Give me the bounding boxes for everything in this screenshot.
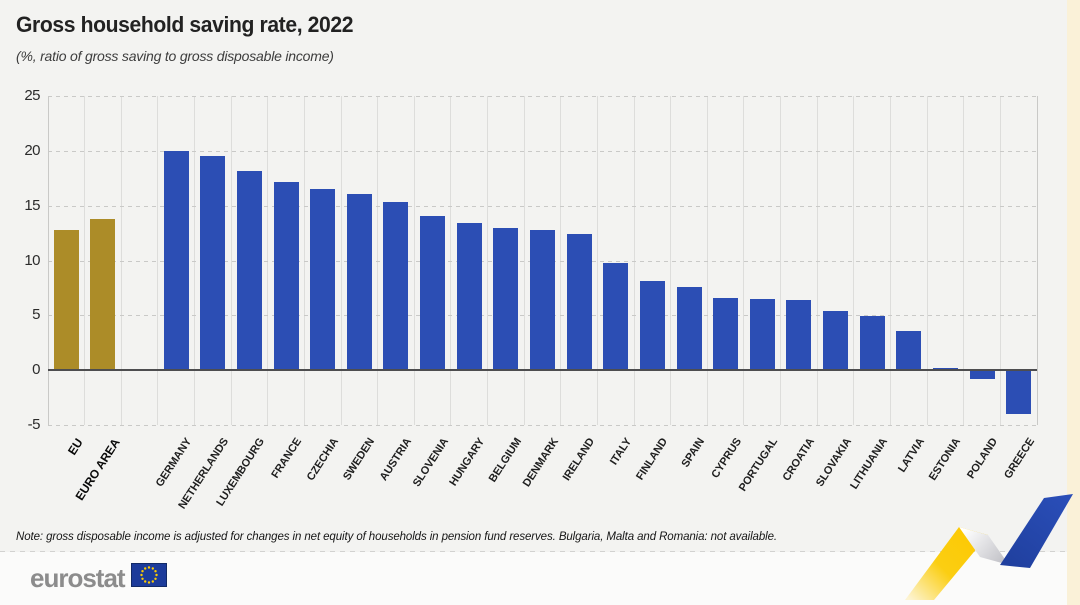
bar-czechia: [310, 189, 336, 371]
y-tick-label: 5: [32, 306, 40, 324]
bar-cyprus: [713, 297, 739, 371]
zero-axis-line: [48, 369, 1037, 372]
y-tick-label: 0: [32, 361, 40, 379]
bar-germany: [163, 150, 189, 371]
bar-portugal: [749, 298, 775, 371]
footnote: Note: gross disposable income is adjuste…: [16, 531, 777, 543]
page-title: Gross household saving rate, 2022: [16, 12, 354, 37]
bar-finland: [639, 281, 665, 371]
y-tick-label: 10: [24, 251, 40, 269]
footer-separator: [0, 551, 1080, 552]
bar-latvia: [896, 330, 922, 371]
vertical-gridline: [1036, 96, 1038, 425]
y-tick-label: 20: [24, 141, 40, 159]
bar-poland: [969, 370, 995, 379]
footer-band: [0, 552, 1080, 605]
bar-slovenia: [420, 215, 446, 371]
horizontal-gridline: [48, 150, 1037, 152]
bar-luxembourg: [236, 170, 262, 371]
bar-greece: [1006, 370, 1032, 415]
y-tick-label: -5: [27, 416, 41, 433]
bar-eu: [53, 229, 79, 371]
bar-lithuania: [859, 316, 885, 371]
eurostat-logo: eurostat: [30, 563, 167, 592]
eu-flag-icon: [130, 563, 167, 592]
bar-sweden: [346, 193, 372, 371]
bar-denmark: [530, 229, 555, 371]
ribbon-decoration-icon: [860, 465, 1080, 605]
page-subtitle: (%, ratio of gross saving to gross dispo…: [16, 48, 334, 64]
bar-austria: [383, 202, 409, 371]
bar-ireland: [566, 234, 592, 371]
bar-croatia: [786, 299, 812, 371]
horizontal-gridline: [48, 205, 1037, 207]
bar-spain: [676, 286, 702, 371]
bar-estonia: [932, 367, 958, 371]
plot-area: EU EURO AREA GERMANY NETHERLANDS LUXEMBOURG F…: [47, 96, 1038, 511]
bar-france: [273, 181, 299, 371]
bar-slovakia: [823, 310, 849, 371]
horizontal-gridline: [48, 425, 1037, 426]
horizontal-gridline: [48, 96, 1037, 97]
bar-italy: [603, 262, 629, 371]
bar-netherlands: [200, 156, 226, 371]
bar-belgium: [493, 227, 519, 371]
eurostat-logo-text: eurostat: [30, 562, 126, 593]
right-accent-strip: [1067, 0, 1080, 605]
y-tick-label: 25: [24, 87, 40, 104]
y-tick-label: 15: [24, 196, 40, 214]
bar-euro-area: [90, 218, 116, 371]
bar-hungary: [456, 223, 482, 371]
